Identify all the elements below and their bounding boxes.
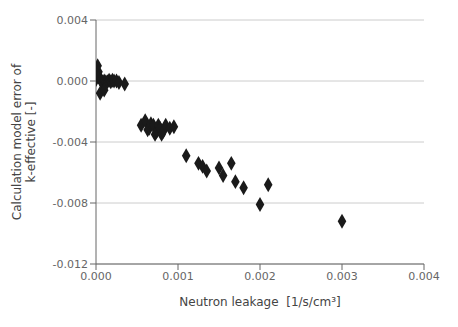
svg-text:0.000: 0.000 (80, 270, 112, 283)
svg-text:-0.004: -0.004 (53, 136, 88, 149)
svg-text:-0.008: -0.008 (53, 197, 88, 210)
svg-text:0.004: 0.004 (57, 14, 89, 27)
svg-text:-0.012: -0.012 (53, 258, 88, 271)
svg-text:Neutron leakage [1/s/cm³]: Neutron leakage [1/s/cm³] (179, 295, 340, 309)
svg-text:0.004: 0.004 (408, 270, 440, 283)
svg-text:Calculation model error ofk-ef: Calculation model error ofk-effective [-… (10, 63, 38, 220)
svg-text:0.002: 0.002 (244, 270, 276, 283)
svg-text:0.000: 0.000 (57, 75, 89, 88)
svg-text:0.001: 0.001 (162, 270, 194, 283)
svg-text:0.003: 0.003 (326, 270, 358, 283)
